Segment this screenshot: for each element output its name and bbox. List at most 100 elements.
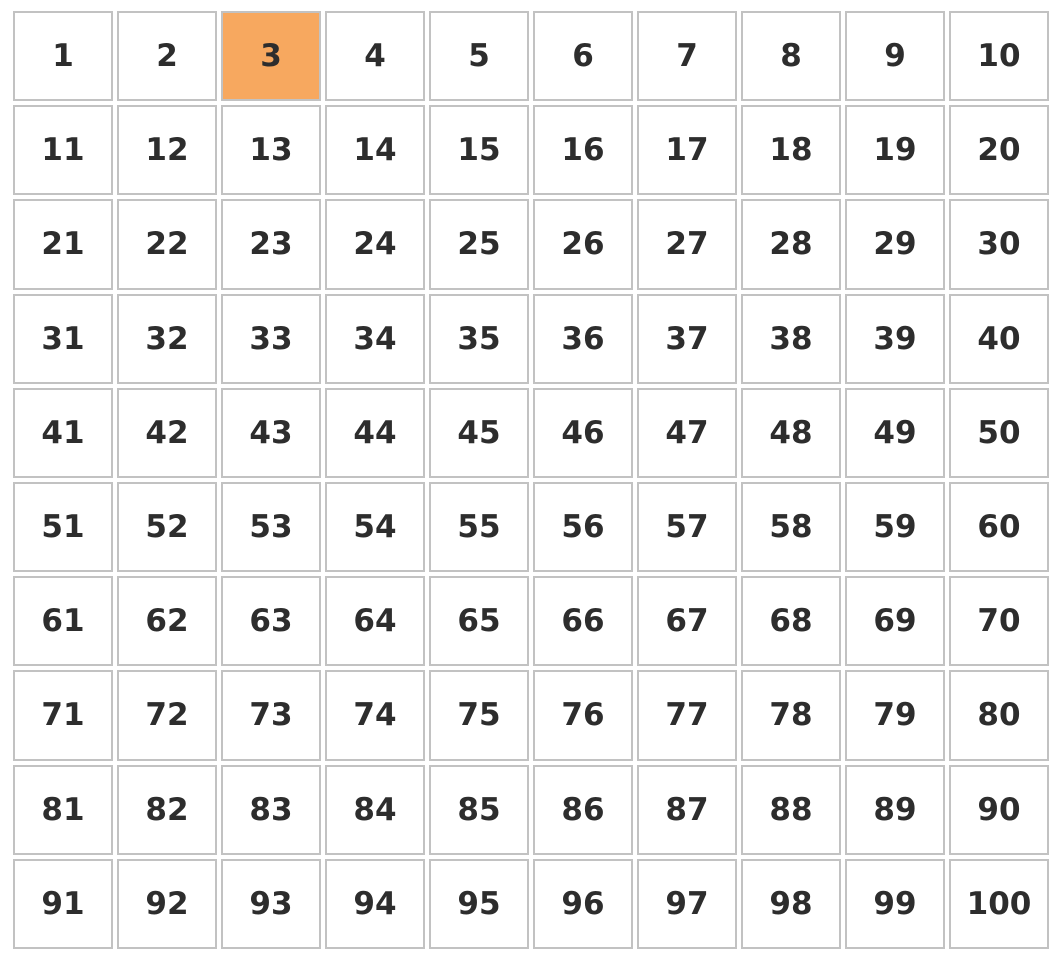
number-cell-10[interactable]: 10 [949, 11, 1049, 102]
number-cell-40[interactable]: 40 [949, 293, 1049, 384]
number-cell-62[interactable]: 62 [117, 576, 217, 667]
number-cell-52[interactable]: 52 [117, 481, 217, 573]
number-cell-9[interactable]: 9 [845, 11, 945, 102]
number-cell-72[interactable]: 72 [117, 670, 217, 761]
number-cell-38[interactable]: 38 [741, 293, 841, 384]
number-cell-23[interactable]: 23 [221, 199, 321, 290]
number-cell-20[interactable]: 20 [949, 105, 1049, 196]
number-cell-96[interactable]: 96 [533, 858, 633, 949]
number-cell-71[interactable]: 71 [13, 670, 113, 761]
number-cell-3[interactable]: 3 [221, 11, 321, 102]
number-cell-11[interactable]: 11 [13, 105, 113, 196]
number-cell-79[interactable]: 79 [845, 670, 945, 761]
number-cell-37[interactable]: 37 [637, 293, 737, 384]
number-cell-48[interactable]: 48 [741, 387, 841, 478]
number-cell-16[interactable]: 16 [533, 105, 633, 196]
number-cell-24[interactable]: 24 [325, 199, 425, 290]
number-cell-14[interactable]: 14 [325, 105, 425, 196]
number-cell-31[interactable]: 31 [13, 293, 113, 384]
number-cell-77[interactable]: 77 [637, 670, 737, 761]
number-cell-25[interactable]: 25 [429, 199, 529, 290]
number-cell-50[interactable]: 50 [949, 387, 1049, 478]
number-cell-8[interactable]: 8 [741, 11, 841, 102]
number-cell-36[interactable]: 36 [533, 293, 633, 384]
number-cell-12[interactable]: 12 [117, 105, 217, 196]
number-cell-59[interactable]: 59 [845, 481, 945, 573]
number-cell-85[interactable]: 85 [429, 764, 529, 855]
number-cell-15[interactable]: 15 [429, 105, 529, 196]
number-cell-18[interactable]: 18 [741, 105, 841, 196]
number-cell-93[interactable]: 93 [221, 858, 321, 949]
number-cell-46[interactable]: 46 [533, 387, 633, 478]
number-cell-78[interactable]: 78 [741, 670, 841, 761]
number-cell-73[interactable]: 73 [221, 670, 321, 761]
number-cell-49[interactable]: 49 [845, 387, 945, 478]
number-cell-44[interactable]: 44 [325, 387, 425, 478]
number-cell-83[interactable]: 83 [221, 764, 321, 855]
number-cell-60[interactable]: 60 [949, 481, 1049, 573]
number-cell-29[interactable]: 29 [845, 199, 945, 290]
number-cell-39[interactable]: 39 [845, 293, 945, 384]
number-cell-64[interactable]: 64 [325, 576, 425, 667]
number-cell-42[interactable]: 42 [117, 387, 217, 478]
number-cell-32[interactable]: 32 [117, 293, 217, 384]
number-cell-80[interactable]: 80 [949, 670, 1049, 761]
number-cell-56[interactable]: 56 [533, 481, 633, 573]
number-cell-28[interactable]: 28 [741, 199, 841, 290]
number-cell-90[interactable]: 90 [949, 764, 1049, 855]
number-cell-76[interactable]: 76 [533, 670, 633, 761]
number-cell-45[interactable]: 45 [429, 387, 529, 478]
number-cell-91[interactable]: 91 [13, 858, 113, 949]
number-cell-26[interactable]: 26 [533, 199, 633, 290]
number-cell-68[interactable]: 68 [741, 576, 841, 667]
number-cell-6[interactable]: 6 [533, 11, 633, 102]
number-cell-89[interactable]: 89 [845, 764, 945, 855]
number-cell-87[interactable]: 87 [637, 764, 737, 855]
number-cell-92[interactable]: 92 [117, 858, 217, 949]
number-cell-100[interactable]: 100 [949, 858, 1049, 949]
number-cell-74[interactable]: 74 [325, 670, 425, 761]
number-cell-97[interactable]: 97 [637, 858, 737, 949]
number-cell-5[interactable]: 5 [429, 11, 529, 102]
number-cell-54[interactable]: 54 [325, 481, 425, 573]
number-cell-82[interactable]: 82 [117, 764, 217, 855]
number-cell-41[interactable]: 41 [13, 387, 113, 478]
number-cell-1[interactable]: 1 [13, 11, 113, 102]
number-cell-30[interactable]: 30 [949, 199, 1049, 290]
number-cell-33[interactable]: 33 [221, 293, 321, 384]
number-cell-70[interactable]: 70 [949, 576, 1049, 667]
number-cell-66[interactable]: 66 [533, 576, 633, 667]
number-cell-84[interactable]: 84 [325, 764, 425, 855]
number-cell-2[interactable]: 2 [117, 11, 217, 102]
number-cell-35[interactable]: 35 [429, 293, 529, 384]
number-cell-58[interactable]: 58 [741, 481, 841, 573]
number-cell-65[interactable]: 65 [429, 576, 529, 667]
number-cell-13[interactable]: 13 [221, 105, 321, 196]
number-cell-61[interactable]: 61 [13, 576, 113, 667]
number-cell-34[interactable]: 34 [325, 293, 425, 384]
number-cell-47[interactable]: 47 [637, 387, 737, 478]
number-cell-94[interactable]: 94 [325, 858, 425, 949]
number-cell-19[interactable]: 19 [845, 105, 945, 196]
number-cell-17[interactable]: 17 [637, 105, 737, 196]
number-cell-7[interactable]: 7 [637, 11, 737, 102]
number-cell-95[interactable]: 95 [429, 858, 529, 949]
number-cell-53[interactable]: 53 [221, 481, 321, 573]
number-cell-67[interactable]: 67 [637, 576, 737, 667]
number-cell-43[interactable]: 43 [221, 387, 321, 478]
number-cell-88[interactable]: 88 [741, 764, 841, 855]
number-cell-99[interactable]: 99 [845, 858, 945, 949]
number-cell-57[interactable]: 57 [637, 481, 737, 573]
number-cell-98[interactable]: 98 [741, 858, 841, 949]
number-cell-27[interactable]: 27 [637, 199, 737, 290]
number-cell-63[interactable]: 63 [221, 576, 321, 667]
number-cell-4[interactable]: 4 [325, 11, 425, 102]
number-cell-21[interactable]: 21 [13, 199, 113, 290]
number-cell-69[interactable]: 69 [845, 576, 945, 667]
number-cell-55[interactable]: 55 [429, 481, 529, 573]
number-cell-81[interactable]: 81 [13, 764, 113, 855]
number-cell-51[interactable]: 51 [13, 481, 113, 573]
number-cell-22[interactable]: 22 [117, 199, 217, 290]
number-cell-75[interactable]: 75 [429, 670, 529, 761]
number-cell-86[interactable]: 86 [533, 764, 633, 855]
